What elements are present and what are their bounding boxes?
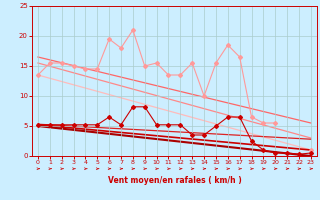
X-axis label: Vent moyen/en rafales ( km/h ): Vent moyen/en rafales ( km/h ) — [108, 176, 241, 185]
